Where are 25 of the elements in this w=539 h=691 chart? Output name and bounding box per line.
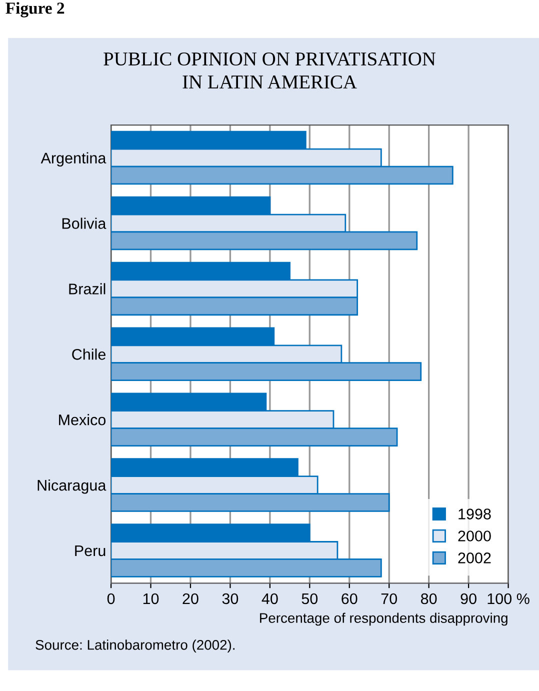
y-tick-label: Mexico xyxy=(59,414,106,426)
x-axis-title: Percentage of respondents disapproving xyxy=(260,612,508,626)
x-tick-label: 50 xyxy=(302,593,318,604)
x-tick-label: 80 xyxy=(420,593,437,604)
legend-label: 2000 xyxy=(458,530,491,542)
chart-title: PUBLIC OPINION ON PRIVATISATION IN LATIN AMERICA xyxy=(104,52,436,89)
x-tick-label: 70 xyxy=(381,593,398,604)
source-note: Source: Latinobarometro (2002). xyxy=(36,640,234,653)
caption: Figure 2 xyxy=(6,2,64,18)
legend-label: 1998 xyxy=(458,508,491,520)
y-tick-label: Chile xyxy=(72,348,106,360)
x-tick-label: 10 xyxy=(143,593,159,604)
x-tick-label: 0 xyxy=(107,593,115,604)
x-tick-label: 60 xyxy=(342,593,358,604)
x-tick-label: 100 % xyxy=(488,593,530,604)
x-tick-label: 30 xyxy=(222,593,238,604)
x-tick-label: 40 xyxy=(262,593,278,604)
legend-label: 2002 xyxy=(458,552,491,564)
y-tick-label: Brazil xyxy=(69,283,106,294)
y-tick-label: Peru xyxy=(75,546,106,556)
y-tick-label: Argentina xyxy=(40,152,106,166)
x-tick-label: 20 xyxy=(182,593,198,604)
y-tick-label: Bolivia xyxy=(62,218,106,229)
y-tick-label: Nicaragua xyxy=(38,479,106,494)
x-tick-label: 90 xyxy=(460,593,476,604)
